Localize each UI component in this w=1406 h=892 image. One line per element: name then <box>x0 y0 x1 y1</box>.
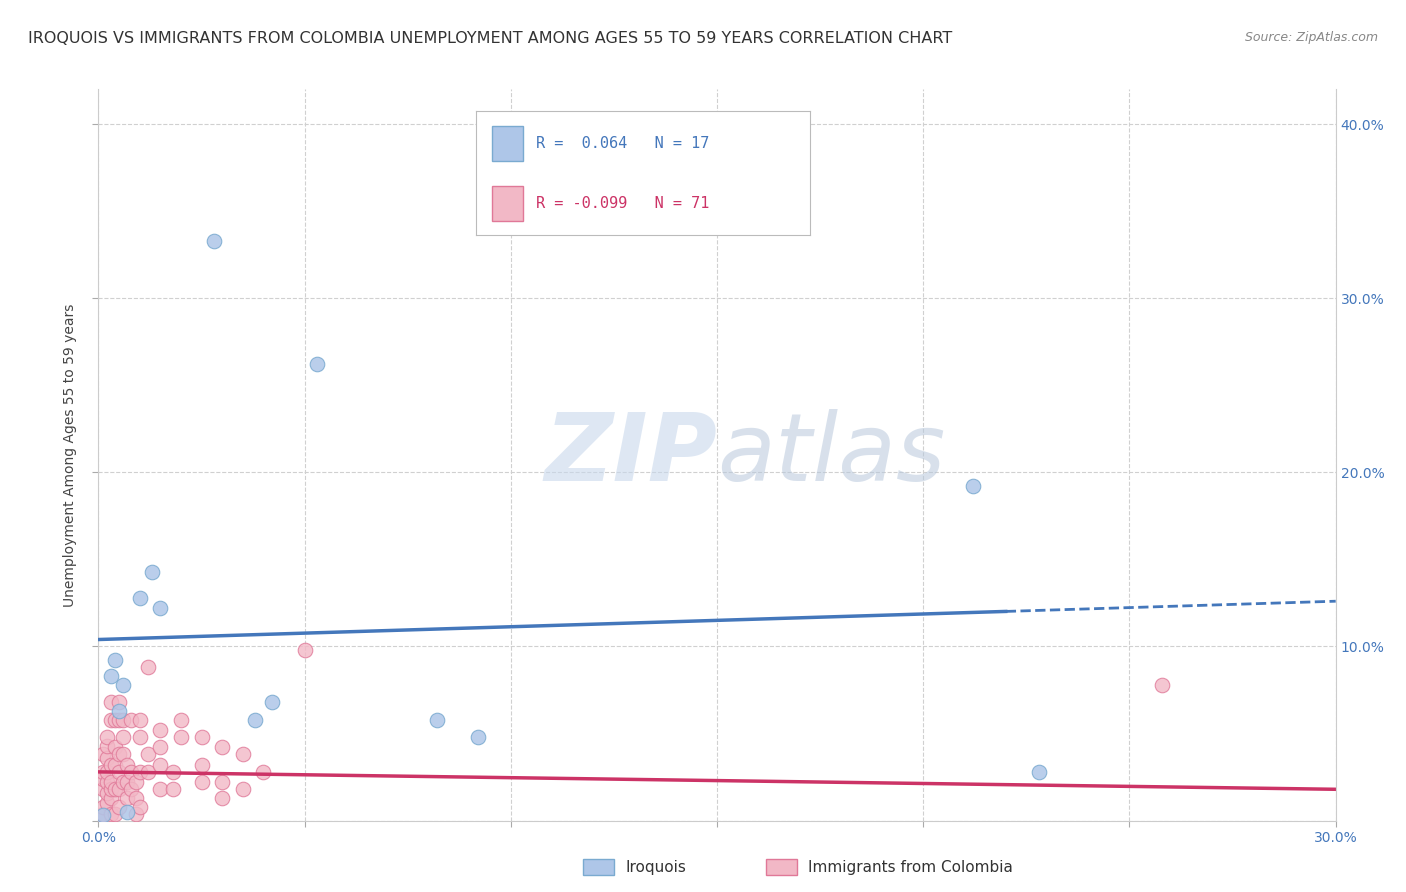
Point <box>124 791 146 805</box>
Point <box>211 740 233 755</box>
Point <box>108 782 131 797</box>
Point <box>104 740 127 755</box>
Point <box>149 740 172 755</box>
Point <box>96 730 118 744</box>
Point <box>190 758 212 772</box>
Point <box>87 810 110 824</box>
Point <box>112 713 135 727</box>
Point <box>117 775 139 789</box>
Point <box>104 713 127 727</box>
Point <box>108 713 131 727</box>
Point <box>100 695 122 709</box>
Point <box>100 713 122 727</box>
Point <box>104 758 127 772</box>
Point <box>91 747 114 762</box>
Point <box>426 713 449 727</box>
Point <box>117 758 139 772</box>
Point <box>243 713 266 727</box>
Point <box>202 234 225 248</box>
Point <box>96 786 118 800</box>
Text: atlas: atlas <box>717 409 945 500</box>
Point <box>136 764 159 779</box>
Point <box>124 806 146 821</box>
Point <box>91 806 114 821</box>
Point <box>232 747 254 762</box>
Point <box>467 730 489 744</box>
Y-axis label: Unemployment Among Ages 55 to 59 years: Unemployment Among Ages 55 to 59 years <box>63 303 77 607</box>
Point <box>112 678 135 692</box>
Point <box>117 791 139 805</box>
Point <box>1028 764 1050 779</box>
Point <box>117 805 139 819</box>
Point <box>190 730 212 744</box>
Point <box>104 782 127 797</box>
Point <box>294 643 316 657</box>
Point <box>104 806 127 821</box>
Point <box>962 479 984 493</box>
Point <box>108 704 131 718</box>
Point <box>128 730 150 744</box>
Point <box>162 782 184 797</box>
Point <box>104 653 127 667</box>
Point <box>162 764 184 779</box>
Point <box>100 782 122 797</box>
Point <box>96 775 118 789</box>
Point <box>112 747 135 762</box>
Point <box>91 799 114 814</box>
Point <box>91 808 114 822</box>
Point <box>211 791 233 805</box>
Text: Iroquois: Iroquois <box>626 860 686 874</box>
Point <box>120 713 142 727</box>
Point <box>128 764 150 779</box>
Point <box>190 775 212 789</box>
Point <box>108 695 131 709</box>
Point <box>120 764 142 779</box>
Point <box>108 799 131 814</box>
Point <box>96 796 118 810</box>
Point <box>232 782 254 797</box>
Point <box>96 751 118 765</box>
Point <box>141 565 163 579</box>
Point <box>149 723 172 737</box>
Point <box>170 730 193 744</box>
Point <box>149 782 172 797</box>
Point <box>100 791 122 805</box>
Point <box>120 782 142 797</box>
Point <box>112 730 135 744</box>
Point <box>136 747 159 762</box>
Point <box>100 806 122 821</box>
Point <box>91 772 114 786</box>
Point <box>100 669 122 683</box>
Point <box>112 775 135 789</box>
Point <box>91 764 114 779</box>
Point <box>96 739 118 753</box>
Text: Immigrants from Colombia: Immigrants from Colombia <box>808 860 1014 874</box>
Point <box>108 764 131 779</box>
Point <box>252 764 274 779</box>
Point <box>136 660 159 674</box>
Text: ZIP: ZIP <box>544 409 717 501</box>
Point <box>149 601 172 615</box>
Point <box>128 799 150 814</box>
Point <box>149 758 172 772</box>
Point <box>96 764 118 779</box>
Point <box>100 758 122 772</box>
Point <box>100 775 122 789</box>
Text: IROQUOIS VS IMMIGRANTS FROM COLOMBIA UNEMPLOYMENT AMONG AGES 55 TO 59 YEARS CORR: IROQUOIS VS IMMIGRANTS FROM COLOMBIA UNE… <box>28 31 952 46</box>
Point <box>1152 678 1174 692</box>
Point <box>108 747 131 762</box>
Point <box>128 591 150 605</box>
Text: Source: ZipAtlas.com: Source: ZipAtlas.com <box>1244 31 1378 45</box>
Point <box>128 713 150 727</box>
Point <box>211 775 233 789</box>
Point <box>170 713 193 727</box>
Point <box>260 695 283 709</box>
Point <box>91 782 114 797</box>
Point <box>124 775 146 789</box>
Point <box>305 357 328 371</box>
